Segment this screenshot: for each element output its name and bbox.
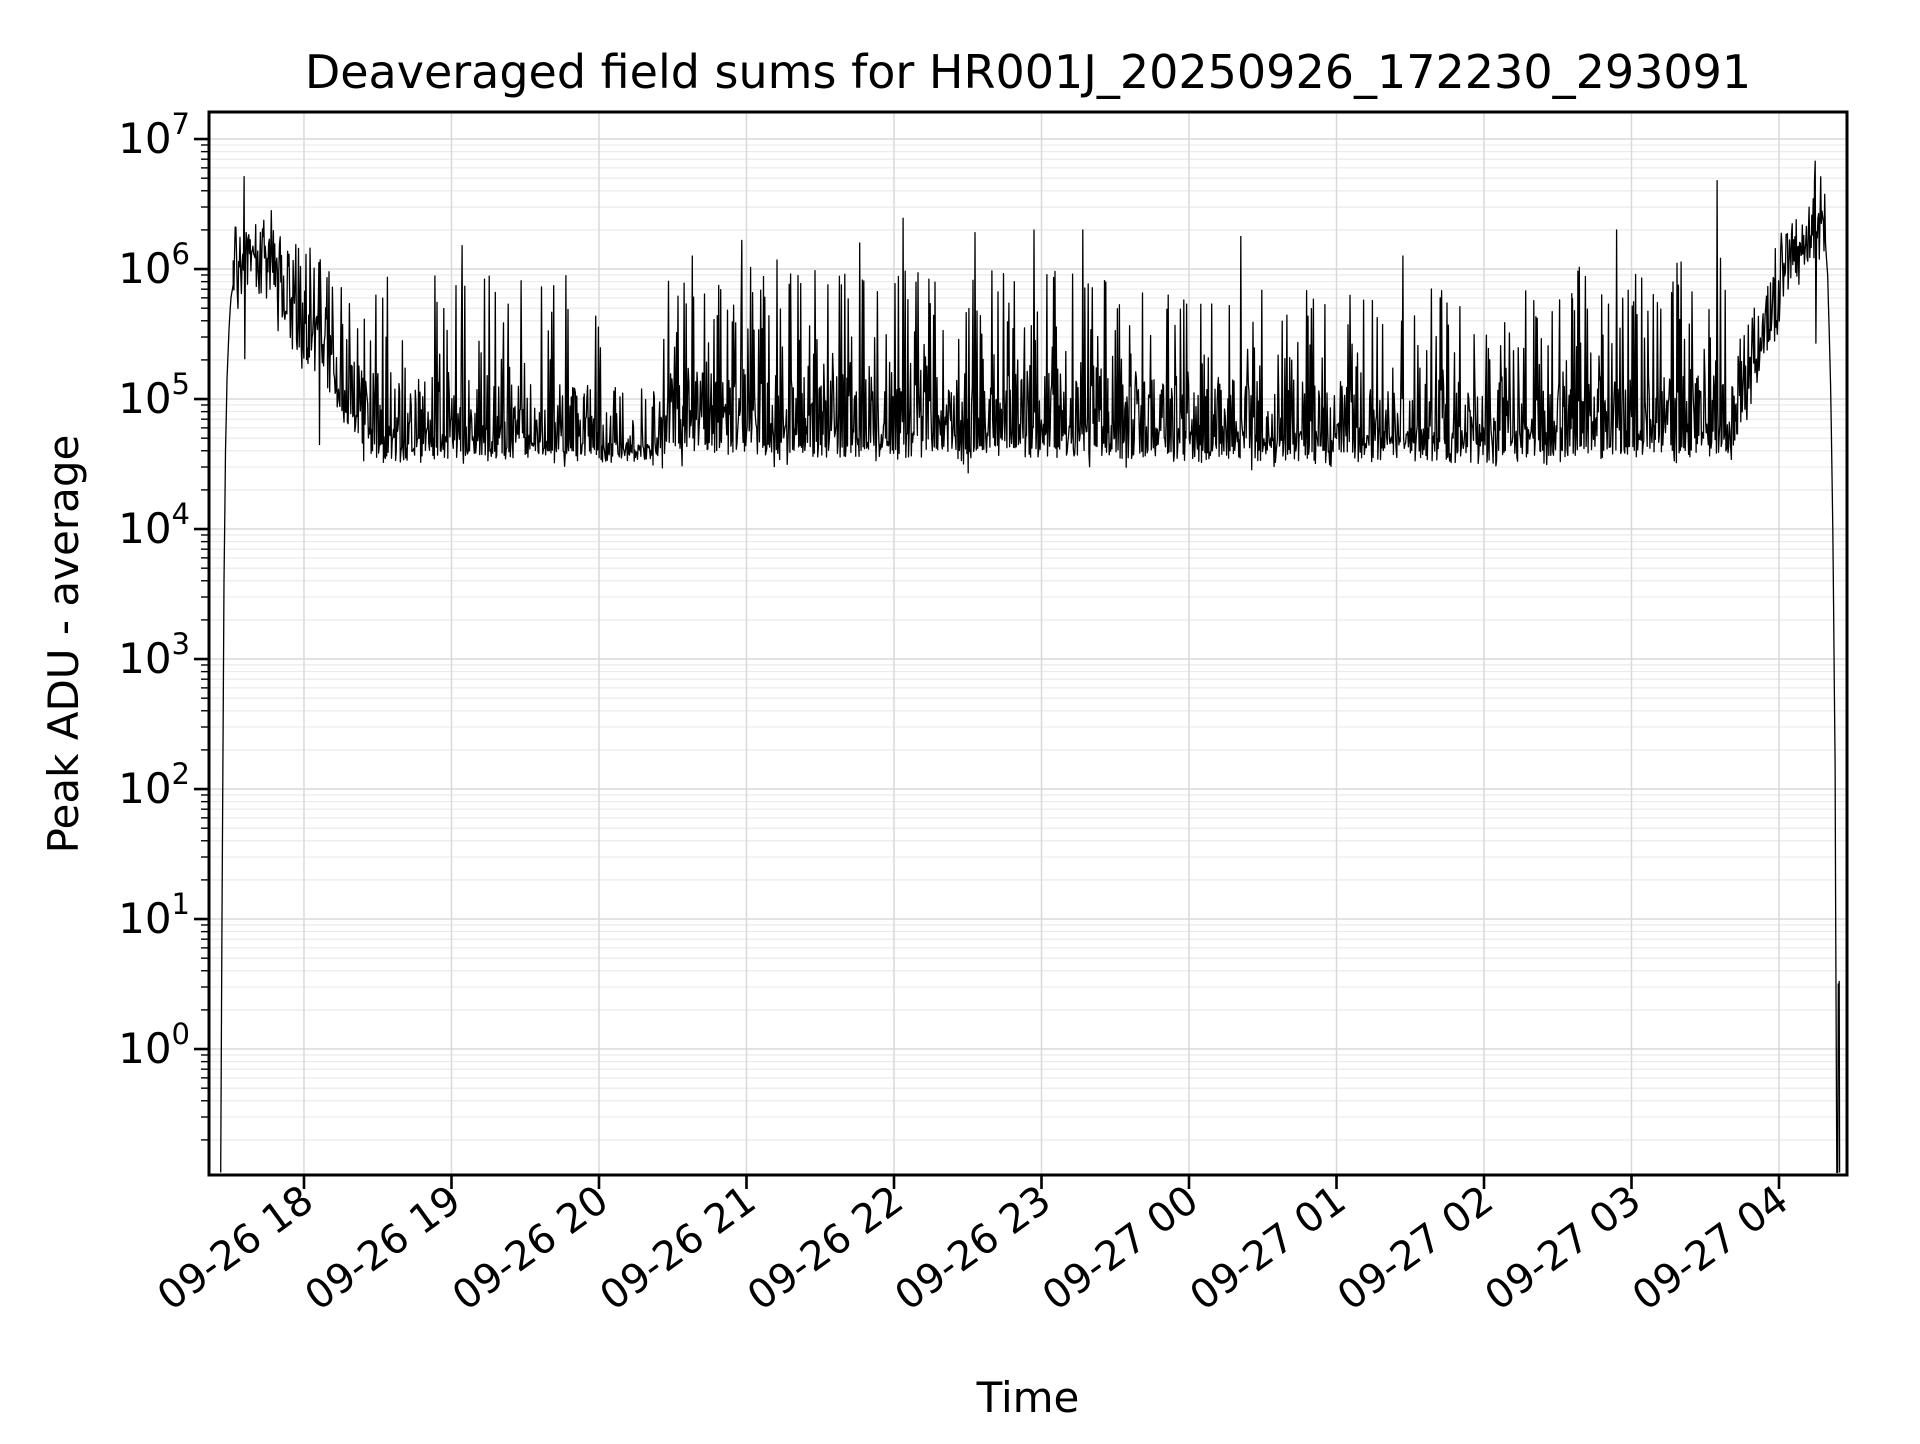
data-series-layer (220, 160, 1841, 1174)
chart-title: Deaveraged field sums for HR001J_2025092… (305, 45, 1751, 99)
x-tick-label: 09-27 02 (1329, 1177, 1502, 1320)
y-tick-label: 102 (118, 757, 190, 813)
data-line (220, 160, 1841, 1174)
x-tick-label: 09-27 00 (1034, 1177, 1207, 1320)
x-tick-label: 09-27 03 (1477, 1177, 1650, 1320)
y-tick-label: 107 (118, 107, 190, 163)
x-tick-label: 09-26 21 (592, 1177, 765, 1320)
y-tick-labels: 100 101 102 103 104 105 106 107 (118, 107, 190, 1073)
x-tick-label: 09-26 20 (444, 1177, 617, 1320)
x-tick-label: 09-27 01 (1182, 1177, 1355, 1320)
y-tick-label: 104 (118, 497, 190, 553)
y-tick-label: 103 (118, 627, 190, 683)
x-tick-label: 09-27 04 (1624, 1177, 1797, 1320)
y-tick-label: 105 (118, 367, 190, 423)
y-axis-label: Peak ADU - average (39, 435, 88, 854)
x-tick-label: 09-26 18 (149, 1177, 322, 1320)
y-tick-label: 100 (118, 1017, 190, 1073)
x-tick-label: 09-26 22 (739, 1177, 912, 1320)
y-tick-label: 101 (118, 887, 190, 943)
plot-area (209, 112, 1847, 1175)
y-tick-label: 106 (118, 237, 190, 293)
x-axis-label: Time (976, 1373, 1080, 1422)
axes-spines (207, 110, 1849, 1177)
x-tick-label: 09-26 23 (887, 1177, 1060, 1320)
gridlines-major (209, 112, 1847, 1175)
x-tick-label: 09-26 19 (297, 1177, 470, 1320)
